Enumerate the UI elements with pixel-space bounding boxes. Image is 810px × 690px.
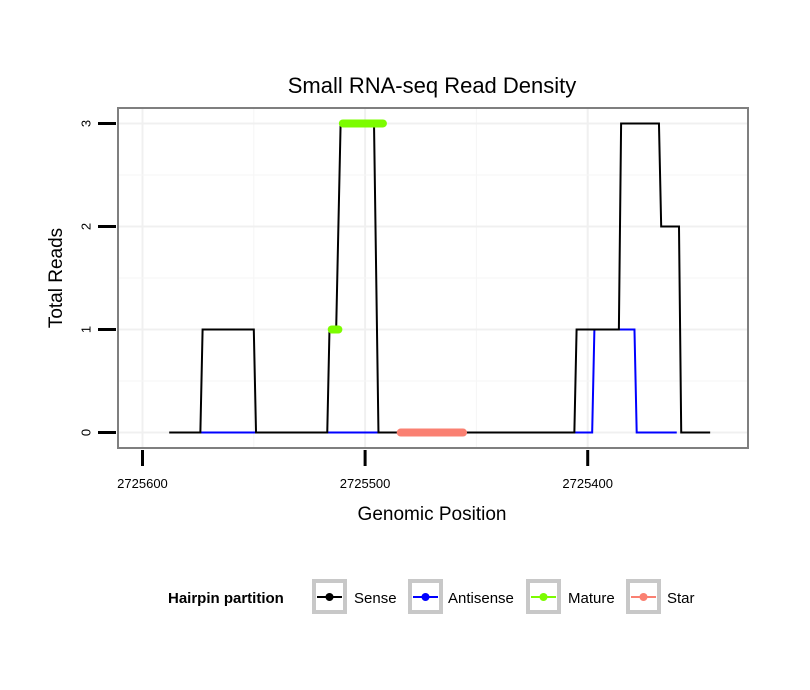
legend-key-dot-star <box>639 593 648 601</box>
y-axis: 0 1 2 3 <box>78 120 116 436</box>
grid <box>118 108 748 448</box>
y-axis-title: Total Reads <box>46 228 67 328</box>
y-tick-label-3: 3 <box>78 120 93 127</box>
sense-line <box>169 122 711 434</box>
legend-key-dot-antisense <box>421 593 430 601</box>
legend-key-dot-mature <box>539 593 548 601</box>
legend-label-sense: Sense <box>354 590 397 607</box>
y-tick-label-1: 1 <box>78 326 93 333</box>
y-tick-label-0: 0 <box>78 429 93 436</box>
legend-label-antisense: Antisense <box>448 590 514 607</box>
legend-label-mature: Mature <box>568 590 615 607</box>
chart-title: Small RNA-seq Read Density <box>288 73 577 98</box>
legend-key-dot-sense <box>325 593 334 601</box>
x-axis-title: Genomic Position <box>358 504 507 525</box>
series-layer <box>169 119 711 437</box>
legend-label-star: Star <box>667 590 695 607</box>
x-tick-label-2: 2725400 <box>562 476 613 491</box>
legend-title: Hairpin partition <box>168 590 284 607</box>
legend: Hairpin partition Sense Antisense Mature St… <box>168 579 695 614</box>
y-tick-label-2: 2 <box>78 223 93 230</box>
x-tick-label-1: 2725500 <box>340 476 391 491</box>
x-axis: 2725600 2725500 2725400 <box>117 450 613 491</box>
x-tick-label-0: 2725600 <box>117 476 168 491</box>
plot-panel-border <box>117 107 749 449</box>
